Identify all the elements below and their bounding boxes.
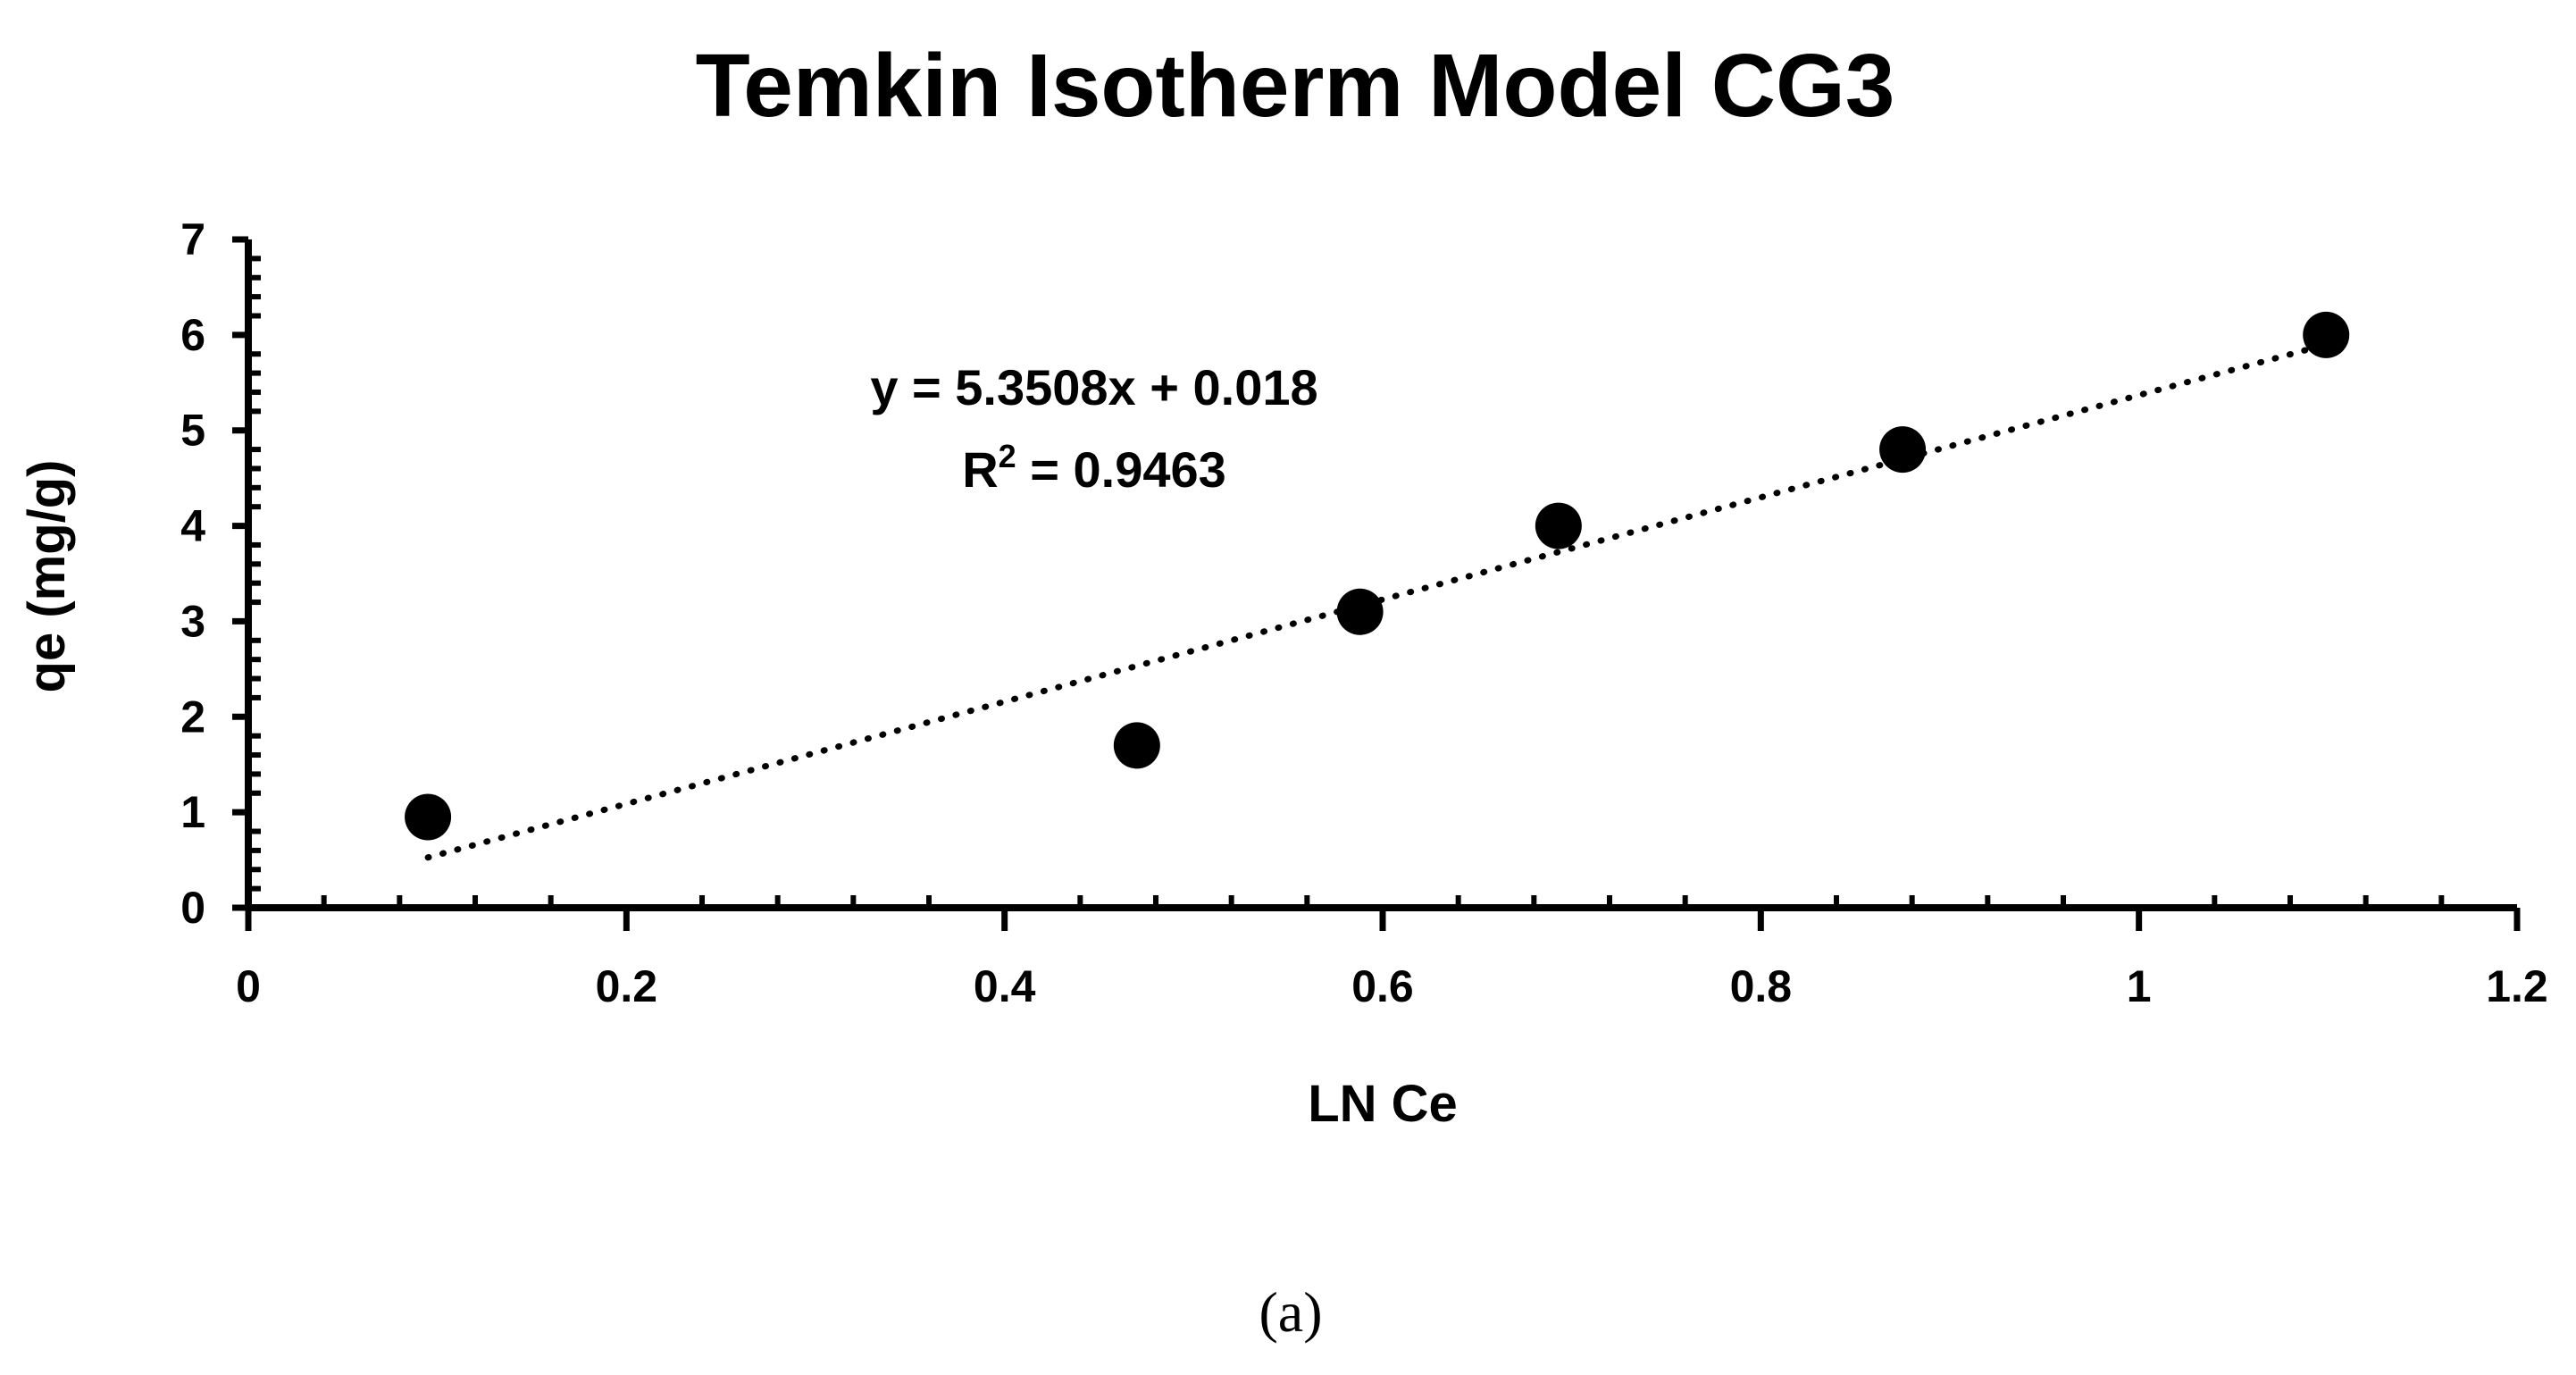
y-tick-label: 0 — [180, 883, 205, 933]
data-point — [1113, 722, 1160, 769]
y-tick-label: 4 — [180, 501, 205, 551]
y-tick-labels: 0 1 2 3 4 5 6 7 — [180, 214, 205, 933]
r2-value: = 0.9463 — [1016, 441, 1226, 498]
y-tick-label: 1 — [180, 787, 205, 837]
x-tick-labels: 0 0.2 0.4 0.6 0.8 1 1.2 — [236, 961, 2548, 1011]
data-point — [1879, 426, 1927, 474]
y-tick-label: 5 — [180, 406, 205, 456]
r-squared-label: R2 = 0.9463 — [962, 438, 1226, 498]
figure-caption: (a) — [1259, 1280, 1322, 1344]
x-tick-label: 0.8 — [1730, 961, 1793, 1011]
r2-superscript: 2 — [999, 438, 1016, 474]
x-tick-label: 0.6 — [1351, 961, 1414, 1011]
y-tick-label: 2 — [180, 692, 205, 742]
data-points — [405, 311, 2350, 841]
trendline-equation: y = 5.3508x + 0.018 — [870, 359, 1317, 415]
data-point — [1336, 588, 1384, 635]
x-axis-label: LN Ce — [1308, 1075, 1458, 1133]
axes — [232, 236, 2521, 931]
y-tick-label: 3 — [180, 596, 205, 646]
x-tick-label: 0.4 — [974, 961, 1036, 1011]
x-tick-label: 1 — [2127, 961, 2152, 1011]
x-tick-label: 1.2 — [2486, 961, 2548, 1011]
y-tick-label: 6 — [180, 310, 205, 360]
chart-title: Temkin Isotherm Model CG3 — [696, 36, 1895, 136]
trendline — [424, 341, 2329, 861]
data-point — [405, 793, 452, 841]
x-tick-label: 0 — [236, 961, 261, 1011]
trendline-group — [424, 341, 2329, 861]
data-point — [2303, 311, 2350, 358]
x-tick-label: 0.2 — [596, 961, 658, 1011]
y-axis-label: qe (mg/g) — [18, 460, 76, 693]
data-point — [1535, 502, 1582, 549]
r2-prefix: R — [962, 441, 998, 498]
y-tick-label: 7 — [180, 214, 205, 264]
